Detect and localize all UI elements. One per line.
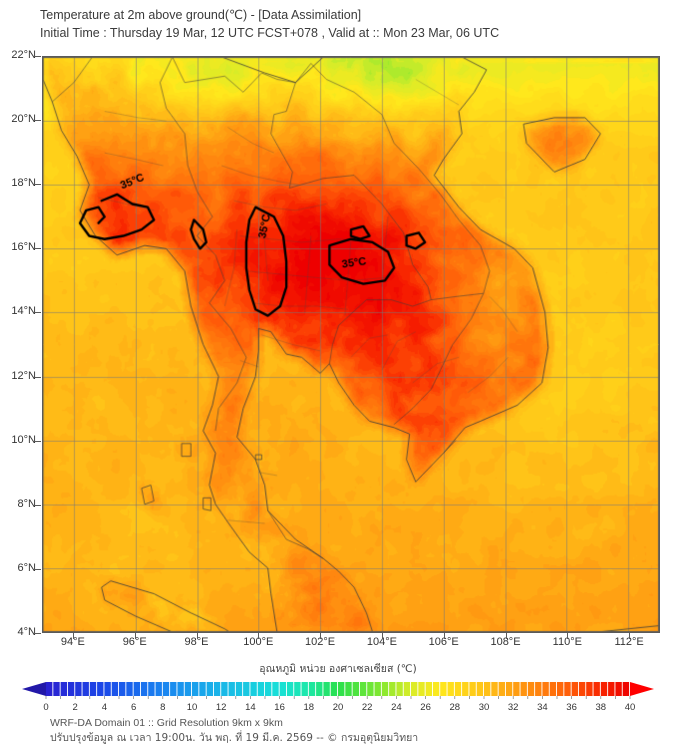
colorbar-tick-label: 32 bbox=[507, 702, 519, 713]
colorbar-svg bbox=[22, 682, 654, 699]
x-axis-tick-mark bbox=[629, 633, 631, 639]
x-axis-tick-mark bbox=[505, 633, 507, 639]
colorbar-tick-label: 8 bbox=[160, 702, 166, 713]
y-axis-tick-label: 10°N bbox=[11, 433, 36, 446]
x-axis-tick-mark bbox=[381, 633, 383, 639]
x-axis-tick-mark bbox=[320, 633, 322, 639]
colorbar-strip[interactable] bbox=[18, 680, 658, 700]
x-axis-tick-mark bbox=[134, 633, 136, 639]
footer-credit: ปรับปรุงข้อมูล ณ เวลา 19:00น. วัน พฤ. ที… bbox=[50, 732, 419, 744]
y-axis-tick-mark bbox=[34, 56, 41, 57]
colorbar-tick-label: 18 bbox=[303, 702, 315, 713]
colorbar-tick-labels: 0 2 4 6 8 10 12 14 16 18 20 22 24 26 28 30 32 34 36 38 40 bbox=[18, 700, 658, 716]
x-axis-tick-label: 106°E bbox=[428, 636, 459, 648]
colorbar-tick-label: 28 bbox=[449, 702, 461, 713]
x-axis-tick-label: 112°E bbox=[614, 636, 644, 648]
y-axis-tick-mark bbox=[34, 120, 41, 122]
colorbar-tick-label: 6 bbox=[130, 702, 137, 713]
colorbar-title: อุณหภูมิ หน่วย องศาเซลเซียส (℃) bbox=[259, 663, 417, 675]
x-axis-tick-mark bbox=[196, 633, 198, 639]
x-axis-tick-label: 100°E bbox=[243, 636, 274, 648]
y-axis-tick-mark bbox=[34, 568, 41, 570]
colorbar-tick-label: 2 bbox=[72, 702, 78, 713]
y-axis-tick-mark bbox=[34, 184, 41, 186]
footer-block: WRF-DA Domain 01 :: Grid Resolution 9km … bbox=[50, 716, 650, 746]
x-axis-tick-mark bbox=[567, 633, 569, 639]
y-axis-tick-mark bbox=[34, 633, 41, 634]
x-axis-tick-label: 98°E bbox=[184, 636, 209, 648]
colorbar-tick-label: 0 bbox=[43, 702, 49, 713]
y-axis-tick-label: 14°N bbox=[11, 305, 36, 318]
y-axis-tick-label: 20°N bbox=[11, 113, 36, 126]
colorbar-tick-label: 30 bbox=[478, 702, 490, 713]
y-axis-tick-label: 4°N bbox=[17, 626, 36, 638]
x-axis-tick-label: 94°E bbox=[60, 636, 85, 648]
colorbar-tick-label: 24 bbox=[391, 702, 402, 713]
y-axis-tick-label: 22°N bbox=[11, 49, 36, 61]
colorbar-tick-label: 10 bbox=[186, 702, 198, 713]
colorbar-tick-label: 14 bbox=[245, 702, 256, 713]
x-axis-tick-label: 96°E bbox=[122, 636, 147, 648]
x-axis-tick-label: 102°E bbox=[305, 636, 336, 648]
x-axis-tick-mark bbox=[72, 633, 74, 639]
y-axis-tick-mark bbox=[34, 312, 41, 314]
colorbar-tick-label: 20 bbox=[332, 702, 344, 713]
temperature-heatmap-canvas bbox=[43, 57, 659, 632]
y-axis-tick-label: 6°N bbox=[17, 561, 36, 574]
x-axis-tick-label: 108°E bbox=[490, 636, 521, 648]
colorbar-tick-label: 12 bbox=[215, 702, 227, 713]
x-axis-tick-mark bbox=[258, 633, 260, 639]
colorbar-block: อุณหภูมิ หน่วย องศาเซลเซียส (℃) 0 2 4 6 8 10 1… bbox=[0, 660, 676, 716]
footer-model-info: WRF-DA Domain 01 :: Grid Resolution 9km … bbox=[50, 717, 283, 729]
y-axis-tick-label: 16°N bbox=[11, 241, 36, 254]
colorbar-tick-label: 22 bbox=[361, 702, 373, 713]
title-block: Temperature at 2m above ground(℃) - [Dat… bbox=[40, 6, 660, 42]
colorbar-tick-label: 4 bbox=[101, 702, 108, 713]
x-axis-tick-label: 104°E bbox=[366, 636, 397, 648]
y-axis-tick-mark bbox=[34, 376, 41, 378]
colorbar-tick-label: 26 bbox=[420, 702, 431, 713]
y-axis-tick-mark bbox=[34, 504, 41, 506]
colorbar-tick-label: 40 bbox=[624, 702, 636, 713]
x-axis-tick-label: 110°E bbox=[552, 636, 582, 648]
chart-title: Temperature at 2m above ground(℃) - [Dat… bbox=[40, 8, 362, 22]
temperature-map[interactable] bbox=[42, 56, 660, 633]
y-axis-tick-mark bbox=[34, 248, 41, 250]
y-axis-tick-mark bbox=[34, 440, 41, 442]
y-axis-tick-label: 18°N bbox=[11, 177, 36, 190]
colorbar-tick-label: 16 bbox=[274, 702, 285, 713]
colorbar-tick-label: 38 bbox=[595, 702, 607, 713]
colorbar-tick-label: 34 bbox=[537, 702, 548, 713]
y-axis-tick-label: 12°N bbox=[11, 369, 36, 382]
y-axis-tick-label: 8°N bbox=[17, 497, 36, 510]
colorbar-tick-label: 36 bbox=[566, 702, 577, 713]
x-axis-tick-mark bbox=[443, 633, 445, 639]
chart-subtitle: Initial Time : Thursday 19 Mar, 12 UTC F… bbox=[40, 26, 500, 40]
